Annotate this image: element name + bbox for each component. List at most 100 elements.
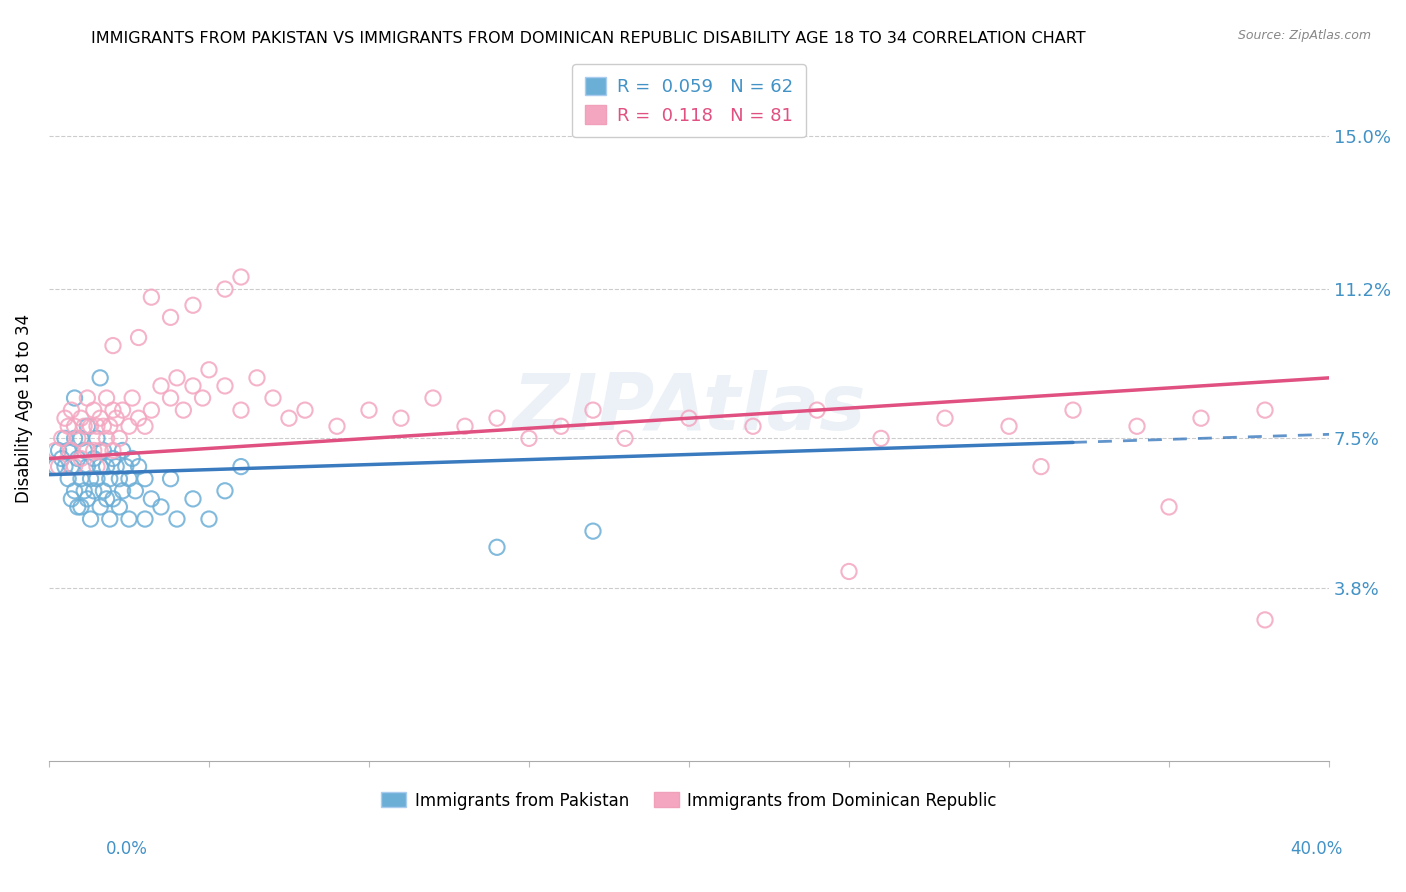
Point	[121, 451, 143, 466]
Point	[93, 483, 115, 498]
Point	[66, 451, 89, 466]
Point	[838, 565, 860, 579]
Point	[485, 411, 508, 425]
Text: IMMIGRANTS FROM PAKISTAN VS IMMIGRANTS FROM DOMINICAN REPUBLIC DISABILITY AGE 18: IMMIGRANTS FROM PAKISTAN VS IMMIGRANTS F…	[91, 31, 1085, 46]
Point	[134, 472, 156, 486]
Point	[70, 431, 93, 445]
Point	[998, 419, 1021, 434]
Point	[76, 391, 98, 405]
Point	[66, 431, 89, 445]
Point	[159, 472, 181, 486]
Point	[118, 512, 141, 526]
Point	[806, 403, 828, 417]
Point	[73, 443, 96, 458]
Point	[141, 491, 163, 506]
Point	[86, 419, 108, 434]
Point	[108, 472, 131, 486]
Point	[56, 472, 79, 486]
Point	[83, 443, 105, 458]
Point	[111, 483, 134, 498]
Point	[181, 491, 204, 506]
Point	[111, 443, 134, 458]
Point	[96, 459, 118, 474]
Point	[742, 419, 765, 434]
Point	[485, 541, 508, 555]
Point	[44, 443, 66, 458]
Text: 0.0%: 0.0%	[105, 840, 148, 858]
Point	[1254, 613, 1277, 627]
Point	[101, 403, 124, 417]
Point	[357, 403, 380, 417]
Point	[86, 472, 108, 486]
Point	[89, 459, 111, 474]
Point	[76, 443, 98, 458]
Point	[86, 431, 108, 445]
Point	[53, 411, 76, 425]
Point	[70, 500, 93, 514]
Point	[114, 459, 136, 474]
Point	[121, 391, 143, 405]
Point	[98, 419, 121, 434]
Point	[101, 443, 124, 458]
Legend: Immigrants from Pakistan, Immigrants from Dominican Republic: Immigrants from Pakistan, Immigrants fro…	[374, 785, 1004, 816]
Point	[159, 391, 181, 405]
Point	[141, 403, 163, 417]
Point	[198, 363, 221, 377]
Point	[63, 483, 86, 498]
Point	[159, 310, 181, 325]
Point	[166, 512, 188, 526]
Point	[73, 483, 96, 498]
Point	[76, 419, 98, 434]
Point	[118, 472, 141, 486]
Point	[56, 443, 79, 458]
Point	[262, 391, 284, 405]
Point	[422, 391, 444, 405]
Point	[89, 411, 111, 425]
Point	[48, 459, 70, 474]
Point	[70, 451, 93, 466]
Point	[214, 379, 236, 393]
Point	[141, 290, 163, 304]
Text: 40.0%: 40.0%	[1291, 840, 1343, 858]
Point	[96, 391, 118, 405]
Point	[105, 459, 128, 474]
Point	[53, 459, 76, 474]
Point	[198, 512, 221, 526]
Point	[98, 472, 121, 486]
Point	[517, 431, 540, 445]
Point	[63, 391, 86, 405]
Point	[108, 431, 131, 445]
Point	[96, 491, 118, 506]
Point	[63, 459, 86, 474]
Point	[51, 451, 73, 466]
Point	[614, 431, 637, 445]
Point	[108, 500, 131, 514]
Point	[60, 403, 83, 417]
Y-axis label: Disability Age 18 to 34: Disability Age 18 to 34	[15, 314, 32, 503]
Point	[128, 411, 150, 425]
Point	[149, 500, 172, 514]
Point	[89, 443, 111, 458]
Point	[96, 431, 118, 445]
Point	[70, 411, 93, 425]
Point	[98, 512, 121, 526]
Point	[56, 419, 79, 434]
Point	[1126, 419, 1149, 434]
Point	[89, 500, 111, 514]
Point	[101, 451, 124, 466]
Point	[79, 419, 101, 434]
Point	[1157, 500, 1180, 514]
Point	[83, 451, 105, 466]
Point	[550, 419, 572, 434]
Point	[83, 403, 105, 417]
Point	[93, 419, 115, 434]
Point	[246, 371, 269, 385]
Point	[86, 459, 108, 474]
Point	[51, 431, 73, 445]
Point	[678, 411, 700, 425]
Point	[134, 419, 156, 434]
Point	[1189, 411, 1212, 425]
Point	[229, 403, 252, 417]
Point	[326, 419, 349, 434]
Point	[214, 282, 236, 296]
